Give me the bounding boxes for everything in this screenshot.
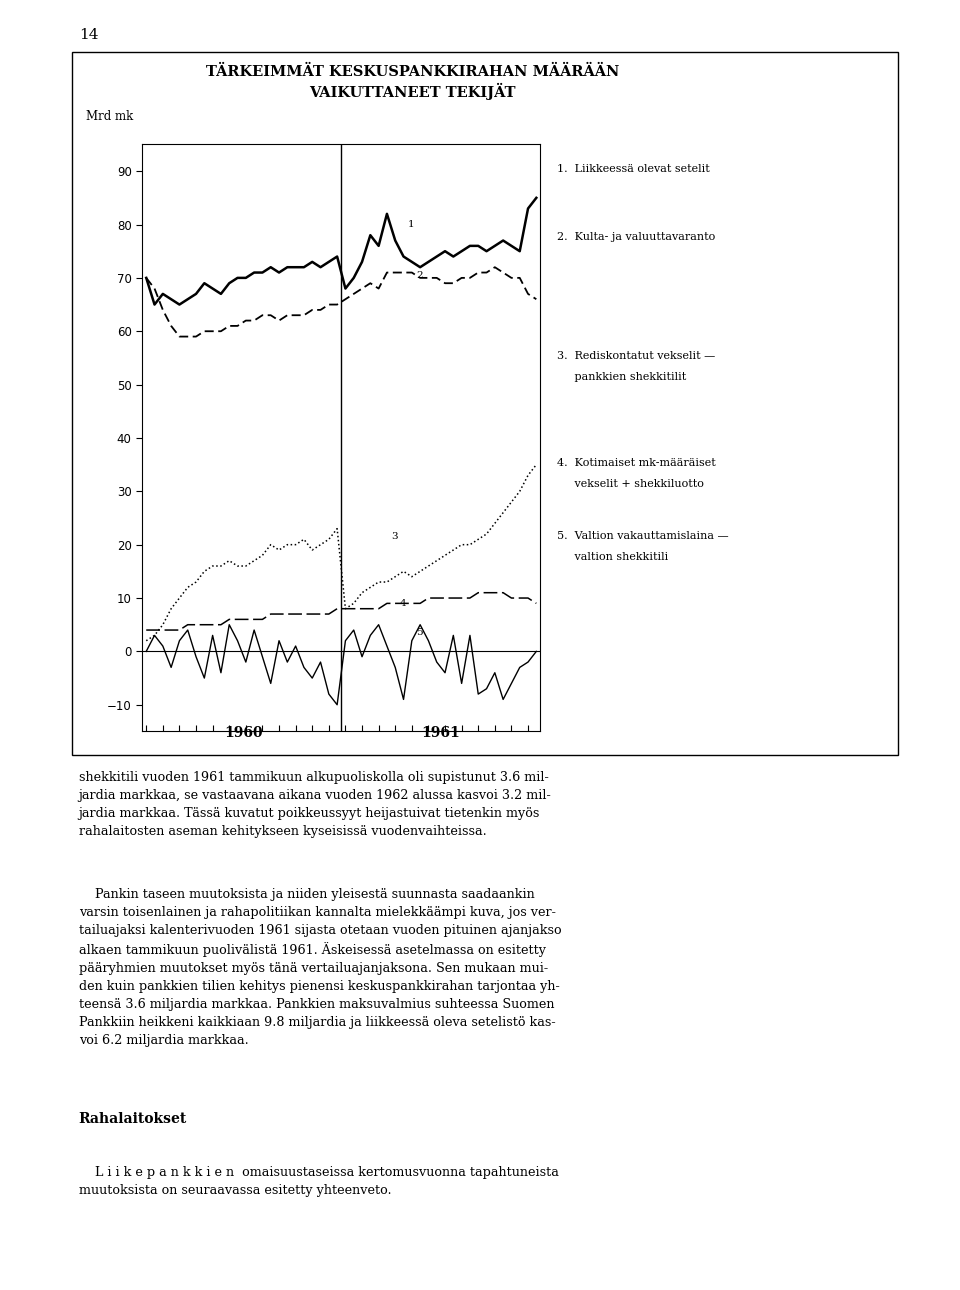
Text: 4.  Kotimaiset mk-määräiset: 4. Kotimaiset mk-määräiset <box>557 458 715 468</box>
Text: 1961: 1961 <box>421 726 460 740</box>
Text: 5: 5 <box>416 628 422 637</box>
Text: pankkien shekkitilit: pankkien shekkitilit <box>557 372 686 382</box>
Text: 2: 2 <box>416 271 422 280</box>
Text: TÄRKEIMMÄT KESKUSPANKKIRAHAN MÄÄRÄÄN: TÄRKEIMMÄT KESKUSPANKKIRAHAN MÄÄRÄÄN <box>206 64 619 79</box>
Text: shekkitili vuoden 1961 tammikuun alkupuoliskolla oli supistunut 3.6 mil-
jardia : shekkitili vuoden 1961 tammikuun alkupuo… <box>79 771 551 838</box>
Text: 5.  Valtion vakauttamislaina —: 5. Valtion vakauttamislaina — <box>557 531 729 542</box>
Text: 1: 1 <box>408 221 415 230</box>
Text: 3: 3 <box>391 533 397 542</box>
Text: L i i k e p a n k k i e n  omaisuustaseissa kertomusvuonna tapahtuneista
muutoks: L i i k e p a n k k i e n omaisuustaseis… <box>79 1166 559 1197</box>
Text: 4: 4 <box>399 599 406 608</box>
Text: 1960: 1960 <box>225 726 263 740</box>
Text: Rahalaitokset: Rahalaitokset <box>79 1112 187 1126</box>
Text: Mrd mk: Mrd mk <box>86 110 133 123</box>
Text: 14: 14 <box>79 28 98 43</box>
Text: 2.  Kulta- ja valuuttavaranto: 2. Kulta- ja valuuttavaranto <box>557 232 715 243</box>
Text: vekselit + shekkiluotto: vekselit + shekkiluotto <box>557 479 704 489</box>
Text: VAIKUTTANEET TEKIJÄT: VAIKUTTANEET TEKIJÄT <box>309 83 516 99</box>
Text: valtion shekkitili: valtion shekkitili <box>557 552 668 562</box>
Text: 3.  Rediskontatut vekselit —: 3. Rediskontatut vekselit — <box>557 351 715 361</box>
Text: Pankin taseen muutoksista ja niiden yleisestä suunnasta saadaankin
varsin toisen: Pankin taseen muutoksista ja niiden ylei… <box>79 888 562 1047</box>
Text: 1.  Liikkeessä olevat setelit: 1. Liikkeessä olevat setelit <box>557 164 709 174</box>
